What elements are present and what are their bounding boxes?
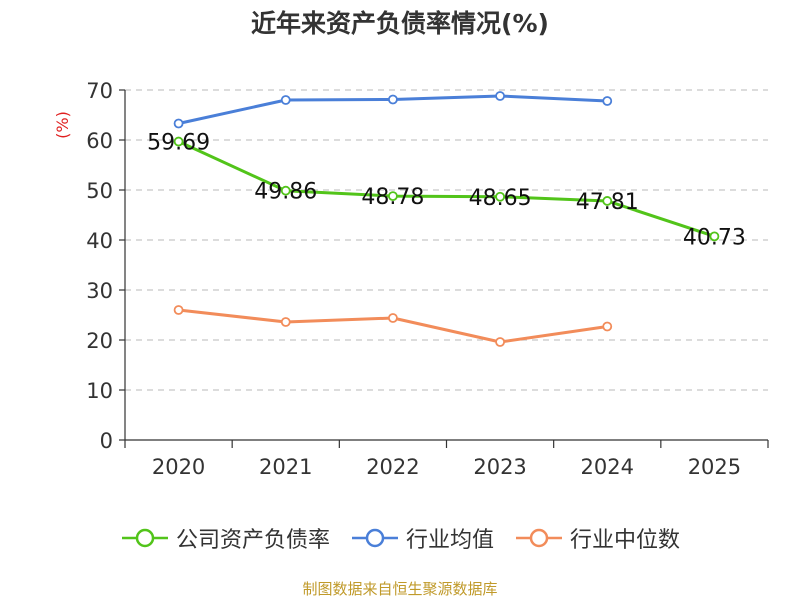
data-label: 48.65 [469,186,532,211]
data-point [280,317,291,327]
y-tick-label: 50 [86,179,113,203]
series-lines [173,91,720,347]
axes [119,89,769,448]
data-point [388,94,398,105]
x-tick-label: 2020 [152,455,205,479]
chart-title: 近年来资产负债率情况(%) [251,9,549,38]
data-point [173,305,184,315]
legend-label: 行业均值 [405,528,494,553]
data-label: 40.73 [683,225,746,250]
x-tick-label: 2024 [581,455,634,479]
data-point [602,196,613,206]
data-label: 49.86 [254,180,317,205]
data-point [173,118,184,129]
x-tick-label: 2021 [259,455,312,479]
tick-labels: 0 10 20 30 40 50 60 70 2020 2021 2022 2023 2024 2025 [86,79,741,479]
x-tick-label: 2023 [473,455,526,479]
data-point [280,95,291,105]
legend-swatch [121,528,168,548]
data-point [495,337,505,347]
y-tick-label: 10 [86,379,113,403]
legend-label: 行业中位数 [570,528,681,553]
y-tick-label: 40 [86,229,113,253]
y-axis-label: (%) [53,111,72,139]
legend-swatch [351,528,398,548]
data-point [495,91,505,101]
y-tick-label: 20 [86,329,113,353]
data-point [388,313,398,323]
data-point [602,96,613,106]
data-labels: 59.69 49.86 48.78 48.65 47.81 40.73 [147,131,746,251]
data-point [495,191,505,202]
data-label: 47.81 [576,190,639,215]
data-point [602,321,613,332]
legend-item[interactable]: 行业均值 [350,522,494,554]
y-tick-label: 30 [86,279,113,303]
series-line [177,140,715,238]
y-tick-label: 70 [86,79,113,103]
gridlines [125,89,768,391]
data-label: 59.69 [147,131,210,156]
data-point [388,191,398,202]
data-label: 48.78 [361,185,424,210]
legend-item[interactable]: 公司资产负债率 [120,522,330,554]
legend: 公司资产负债率 行业均值 行业中位数 [0,520,800,556]
y-tick-label: 60 [86,129,113,153]
legend-label: 公司资产负债率 [175,528,330,553]
legend-swatch [516,528,562,548]
y-tick-label: 0 [100,429,113,453]
x-tick-label: 2022 [366,455,419,479]
x-tick-label: 2025 [688,455,741,479]
data-point [173,136,184,147]
data-point [280,185,291,196]
source-note: 制图数据来自恒生聚源数据库 [302,580,498,598]
data-point [709,231,720,242]
legend-item[interactable]: 行业中位数 [514,522,680,554]
